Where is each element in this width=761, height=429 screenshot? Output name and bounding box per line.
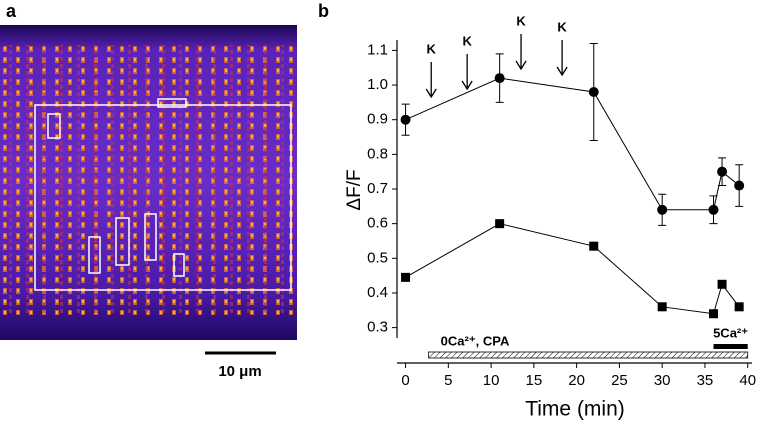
x-tick-label: 0 xyxy=(401,372,409,389)
x-tick-label: 10 xyxy=(483,372,500,389)
x-tick-label: 5 xyxy=(444,372,452,389)
data-point xyxy=(734,302,744,312)
annotation: K xyxy=(462,33,472,48)
y-tick-label: 0.4 xyxy=(367,284,388,301)
micrograph xyxy=(0,25,297,340)
x-tick-label: 20 xyxy=(568,372,585,389)
data-point xyxy=(400,114,411,125)
data-point xyxy=(657,302,667,312)
annotation: K xyxy=(557,19,567,34)
y-tick-label: 0.5 xyxy=(367,249,388,266)
series-line xyxy=(405,77,740,211)
condition-bar xyxy=(428,351,749,359)
data-point xyxy=(588,86,599,97)
annotation-arrowhead xyxy=(515,60,527,71)
annotation: K xyxy=(427,41,437,56)
y-tick-label: 0.3 xyxy=(367,319,388,336)
condition-label: 5Ca²⁺ xyxy=(713,325,748,340)
x-tick-label: 30 xyxy=(654,372,671,389)
y-tick-label: 0.7 xyxy=(367,180,388,197)
data-point xyxy=(401,272,411,282)
condition-label: 0Ca²⁺, CPA xyxy=(441,333,510,348)
series-line xyxy=(405,223,740,315)
y-tick-label: 1.0 xyxy=(367,76,388,93)
data-point xyxy=(717,166,728,177)
panel-label: a xyxy=(6,1,17,21)
condition-bar xyxy=(713,344,748,349)
data-point xyxy=(734,180,745,191)
data-point xyxy=(494,73,505,84)
y-tick-label: 0.6 xyxy=(367,215,388,232)
x-tick-label: 35 xyxy=(697,372,714,389)
data-point xyxy=(657,204,668,215)
x-tick-label: 15 xyxy=(526,372,543,389)
panel-label: b xyxy=(318,1,329,21)
y-tick-label: 0.8 xyxy=(367,145,388,162)
data-point xyxy=(709,309,719,319)
y-axis-label: ΔF/F xyxy=(344,169,365,210)
scale-bar-label: 10 μm xyxy=(218,363,261,380)
x-tick-label: 40 xyxy=(739,372,756,389)
annotation-arrowhead xyxy=(461,80,473,91)
annotation: K xyxy=(516,13,526,28)
data-point xyxy=(708,204,719,215)
annotation-arrowhead xyxy=(556,66,568,77)
x-axis-label: Time (min) xyxy=(525,398,625,421)
y-tick-label: 0.9 xyxy=(367,111,388,128)
x-tick-label: 25 xyxy=(611,372,628,389)
annotation-arrowhead xyxy=(425,88,437,99)
data-point xyxy=(589,241,599,251)
y-tick-label: 1.1 xyxy=(367,41,388,58)
data-point xyxy=(495,219,505,229)
data-point xyxy=(717,279,727,289)
